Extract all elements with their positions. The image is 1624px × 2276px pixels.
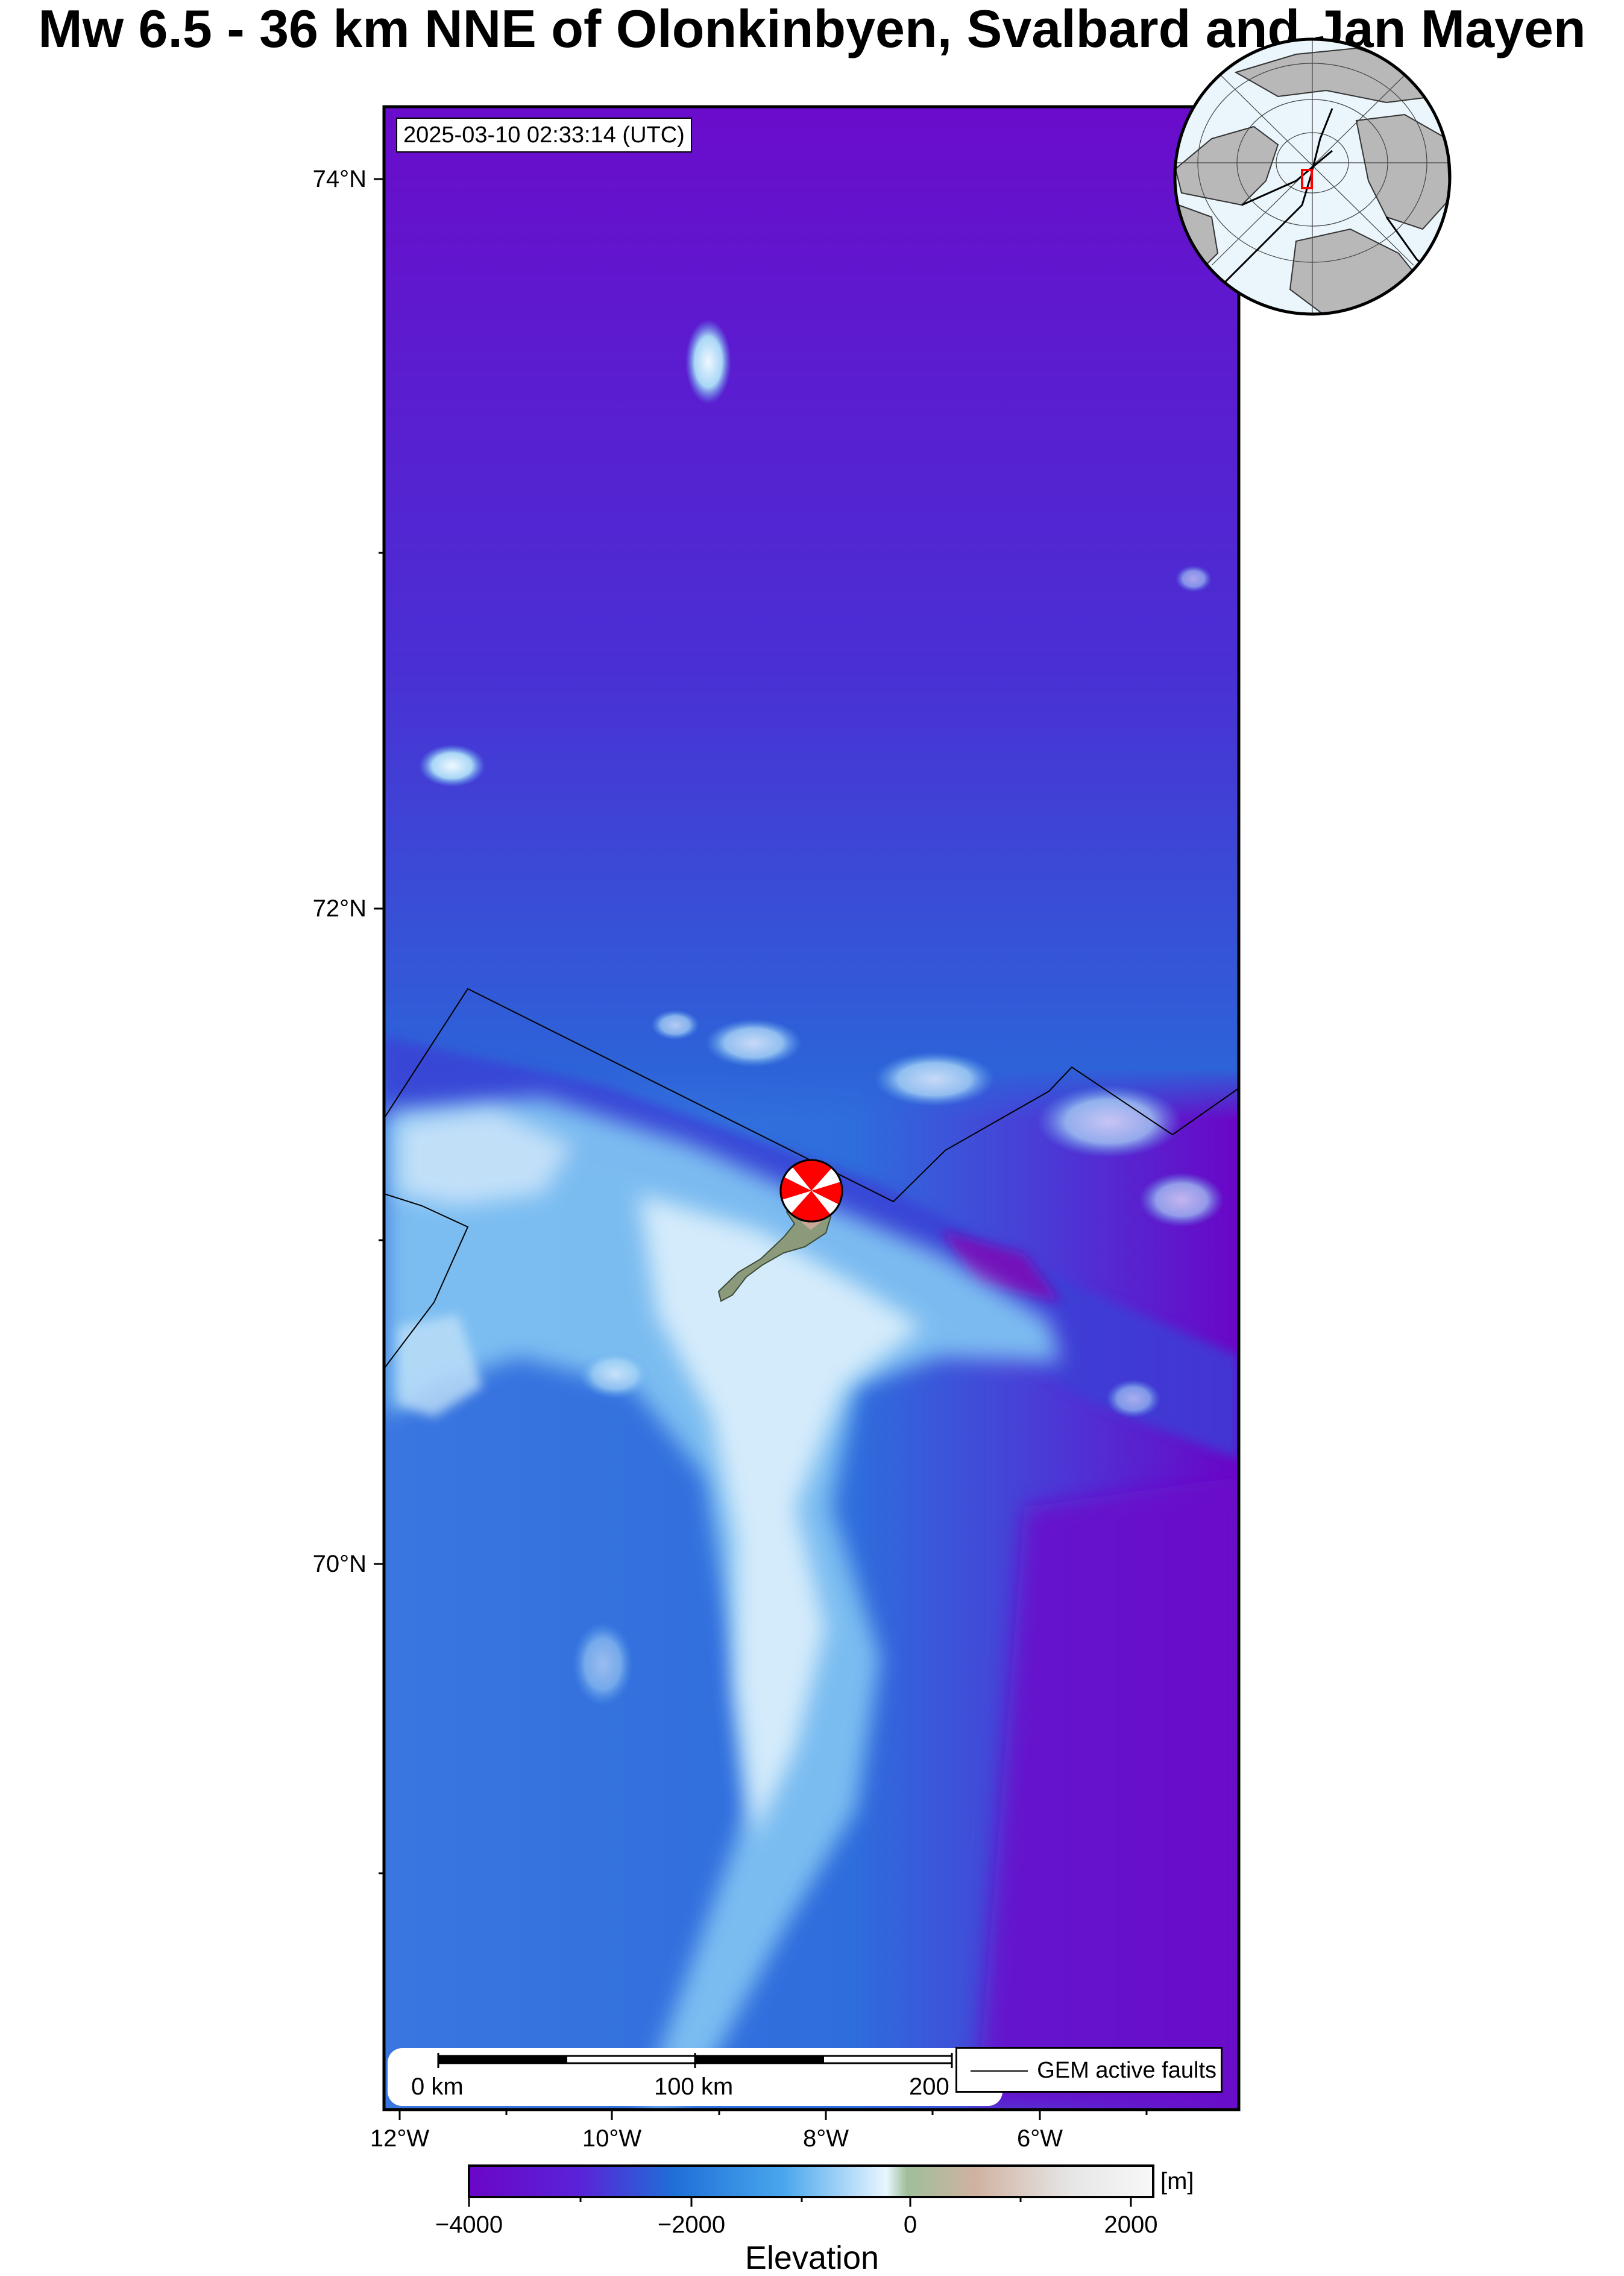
lat-label: 72°N	[312, 895, 367, 922]
seamount	[1037, 1085, 1182, 1158]
lon-label: 10°W	[582, 2125, 642, 2152]
locator-globe	[1173, 37, 1452, 316]
lat-label: 70°N	[312, 1551, 367, 1577]
scale-bar-label: 200 km	[909, 2075, 955, 2099]
jan-mayen-island	[717, 1202, 832, 1302]
lat-label: 74°N	[312, 166, 367, 192]
colorbar-gradient	[469, 2166, 1153, 2197]
seamount	[573, 1622, 633, 1706]
lon-label: 12°W	[370, 2125, 430, 2152]
plate-boundary	[1223, 108, 1333, 285]
beachball-compression-quadrant	[811, 1182, 843, 1205]
scale-bar-segment	[566, 2055, 696, 2064]
beachball-rim	[779, 1159, 843, 1223]
plate-boundary	[1241, 150, 1333, 206]
bathymetry-map	[384, 107, 1239, 2110]
beachball-compression-quadrant	[792, 1159, 832, 1191]
elevation-colorbar	[468, 2164, 1154, 2207]
axis-ticks	[374, 178, 1148, 2120]
lon-label: 6°W	[1017, 2125, 1063, 2152]
seamount	[579, 1351, 651, 1399]
seamount	[1139, 1173, 1224, 1227]
inset-region-highlight	[1301, 169, 1313, 189]
legend-label: GEM active faults	[1037, 2058, 1216, 2083]
scale-bar-segment	[695, 2056, 823, 2063]
western-shelf	[398, 1109, 573, 1206]
seamount	[705, 1019, 802, 1067]
jan-mayen-ridge	[386, 1097, 1061, 2110]
seamount	[419, 745, 485, 787]
northern-deep-basin	[384, 107, 1239, 1120]
seamount	[685, 320, 731, 404]
event-timestamp: 2025-03-10 02:33:14 (UTC)	[396, 118, 692, 153]
globe-landmass-eurasia	[1355, 113, 1450, 230]
ridge-crest	[639, 1194, 922, 1839]
lon-label: 8°W	[803, 2125, 849, 2152]
colorbar-tick-label: −2000	[657, 2211, 726, 2238]
colorbar-tick-label: −4000	[435, 2211, 503, 2238]
globe-outline	[1173, 37, 1452, 316]
legend: GEM active faults	[955, 2047, 1223, 2093]
active-fault-line	[384, 988, 1239, 1203]
seamount	[874, 1052, 995, 1106]
scale-bar-label: 0 km	[411, 2073, 464, 2100]
seamount	[1176, 566, 1212, 592]
focal-mechanism-beachball[interactable]	[779, 1159, 843, 1223]
eastern-deep-basin	[977, 1477, 1239, 2110]
colorbar-title: Elevation	[744, 2240, 880, 2276]
colorbar-tick-label: 2000	[1104, 2211, 1158, 2238]
scale-bar-label: 100 km	[654, 2073, 734, 2100]
colorbar-unit: [m]	[1160, 2168, 1194, 2195]
shelf-patch	[398, 1314, 482, 1417]
seamount	[651, 1010, 699, 1040]
legend-fault-line-symbol	[971, 2070, 1028, 2072]
active-fault-line	[384, 1193, 469, 1369]
colorbar-tick-label: 0	[903, 2211, 917, 2238]
beachball-compression-quadrant	[791, 1191, 831, 1222]
scale-bar-segment	[823, 2055, 952, 2064]
scale-bar	[437, 2053, 953, 2068]
seamount	[1106, 1379, 1160, 1418]
colorbar-frame	[468, 2164, 1154, 2198]
beachball-compression-quadrant	[780, 1177, 811, 1200]
map-frame	[382, 105, 1241, 2111]
deep-spot	[940, 1230, 1061, 1302]
